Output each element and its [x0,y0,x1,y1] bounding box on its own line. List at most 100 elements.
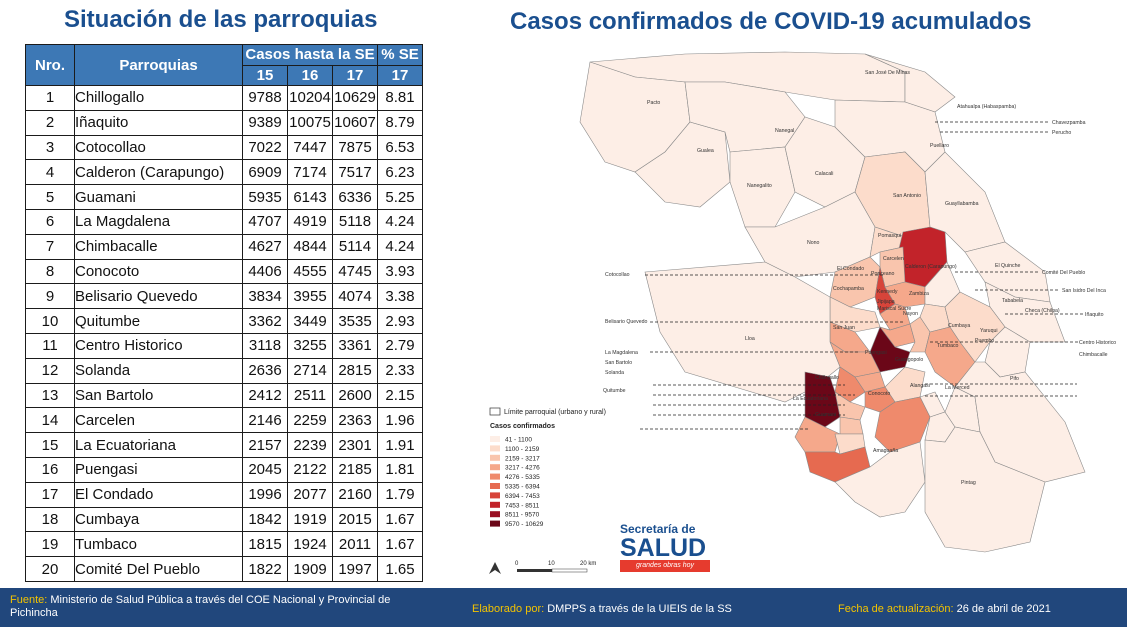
row-parroquia: Solanda [74,357,243,384]
row-number: 10 [25,308,75,334]
row-number: 12 [25,357,75,384]
table-row: 11 Centro Historico 3118 3255 3361 2.79 [25,332,423,359]
footer-date-text: 26 de abril de 2021 [956,603,1051,615]
label-pifo: Pifo [1010,376,1019,382]
row-week-17: 4074 [332,283,378,310]
row-week-16: 1919 [287,506,333,533]
row-parroquia: Chimbacalle [74,233,243,260]
row-week-15: 3834 [242,283,288,310]
row-number: 6 [25,208,75,235]
legend-label: 7453 - 8511 [505,502,540,509]
legend-label: 1100 - 2159 [505,446,540,453]
label-nono: Nono [807,240,820,246]
row-week-17: 7875 [332,134,378,161]
label-solanda: Solanda [605,370,624,376]
region-kennedy [879,303,911,331]
row-pct: 2.79 [377,332,423,359]
table-row: 18 Cumbaya 1842 1919 2015 1.67 [25,506,423,533]
row-number: 15 [25,432,75,458]
legend-swatch [490,520,500,527]
row-pct: 4.24 [377,233,423,260]
header-pct-week: 17 [377,64,423,86]
row-week-17: 7517 [332,159,378,186]
row-number: 7 [25,233,75,260]
row-week-16: 10075 [287,109,333,136]
label-puembo: Puembo [975,338,994,344]
row-week-16: 2239 [287,432,333,458]
label-san-antonio: San Antonio [893,193,921,199]
row-parroquia: Puengasi [74,456,243,483]
label-amaguana: Amaguaña [873,448,898,454]
row-number: 20 [25,556,75,582]
row-parroquia: Tumbaco [74,531,243,558]
label-la-merced: La Merced [945,385,970,391]
row-week-16: 1909 [287,556,333,582]
row-parroquia: Chillogallo [74,85,243,111]
row-week-17: 2015 [332,506,378,533]
row-week-17: 2600 [332,382,378,409]
row-week-16: 10204 [287,85,333,111]
row-pct: 6.53 [377,134,423,161]
row-number: 13 [25,382,75,409]
row-week-16: 2077 [287,481,333,508]
row-week-15: 2045 [242,456,288,483]
row-week-15: 4406 [242,258,288,285]
row-pct: 1.67 [377,506,423,533]
row-week-15: 9389 [242,109,288,136]
row-week-16: 2122 [287,456,333,483]
row-week-17: 3535 [332,308,378,334]
legend-swatch [490,473,500,480]
row-parroquia: La Ecuatoriana [74,432,243,458]
label-perucho: Perucho [1052,130,1071,136]
region-guamani [804,446,871,483]
label-pomasqui: Pomasqui [878,233,901,239]
label-gualea: Gualea [697,148,714,154]
north-arrow-icon [489,562,501,574]
row-number: 11 [25,332,75,359]
map-legend: Límite parroquial (urbano y rural) Casos… [489,407,606,528]
label-nanegalito: Nanegalito [747,183,772,189]
legend-swatch [490,436,500,442]
row-pct: 6.23 [377,159,423,186]
row-pct: 1.96 [377,407,423,434]
label-nanegal: Nanegal [775,128,794,134]
label-chillogallo: Chillogallo [815,375,839,381]
label-belisario-quevedo: Belisario Quevedo [605,319,648,325]
label-conocoto: Conocoto [868,391,890,397]
label-chavezpamba: Chavezpamba [1052,120,1086,126]
header-week-16: 16 [287,64,333,86]
row-week-16: 2714 [287,357,333,384]
label-guangopolo: Guangopolo [895,357,923,363]
row-parroquia: Centro Historico [74,332,243,359]
row-week-16: 7174 [287,159,333,186]
row-parroquia: San Bartolo [74,382,243,409]
header-parroquias: Parroquias [74,44,243,86]
label-centro-historico: Centro Historico [1079,340,1116,346]
region-pifo [954,361,1086,483]
label-mariscal-sucre: Mariscal Sucre [877,306,911,312]
row-week-15: 6909 [242,159,288,186]
table-row: 20 Comité Del Pueblo 1822 1909 1997 1.65 [25,556,423,582]
legend-label: 41 - 1100 [505,437,532,444]
scale-bar: 0 10 20 km [515,561,596,573]
row-number: 4 [25,159,75,186]
row-week-15: 2636 [242,357,288,384]
row-week-15: 9788 [242,85,288,111]
row-parroquia: Belisario Quevedo [74,283,243,310]
legend-limit-label: Límite parroquial (urbano y rural) [504,409,606,416]
region-pintag [924,426,1046,553]
label-puengasi: Puengasi [865,350,887,356]
label-carcelen: Carcelen [883,256,904,262]
row-week-17: 5118 [332,208,378,235]
label-yaruqui: Yaruqui [980,328,998,334]
label-guamani: Guamani [815,412,836,418]
row-week-16: 3955 [287,283,333,310]
row-pct: 3.38 [377,283,423,310]
table-row: 15 La Ecuatoriana 2157 2239 2301 1.91 [25,432,423,458]
label-san-juan: San Juan [833,325,855,331]
row-parroquia: Carcelen [74,407,243,434]
legend-swatch [490,501,500,508]
row-week-17: 2301 [332,432,378,458]
footer-elaborated: Elaborado por: DMPPS a través de la UIEI… [472,603,732,615]
parroquias-table: Nro. Parroquias Casos hasta la SE % SE 1… [25,44,423,582]
